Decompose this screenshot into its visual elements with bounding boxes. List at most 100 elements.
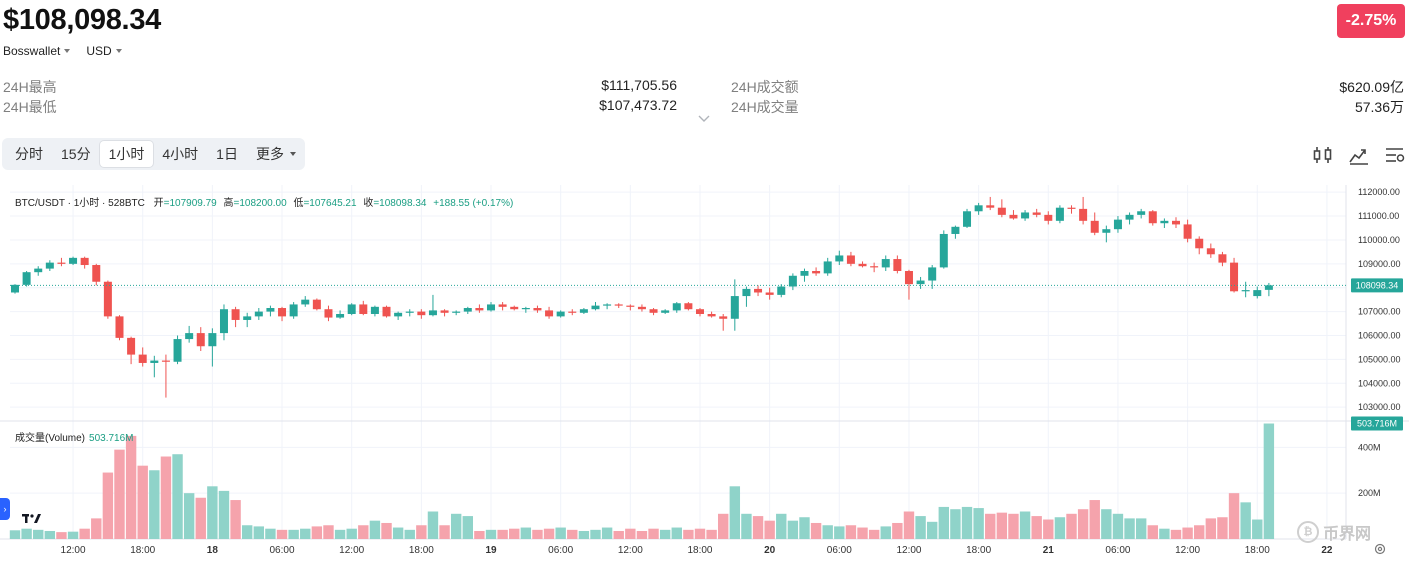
candle-body (928, 267, 937, 281)
candle (684, 302, 693, 311)
candle-body (1206, 248, 1215, 255)
volume-bar (265, 528, 276, 539)
candle-body (22, 272, 31, 285)
volume-bar (1089, 500, 1100, 539)
candle (254, 308, 263, 320)
volume-legend-value: 503.716M (89, 433, 134, 444)
candle (69, 256, 78, 266)
volume-bar (183, 493, 195, 539)
candle (649, 308, 658, 316)
volume-bar (450, 513, 462, 539)
candle-body (243, 316, 252, 320)
candle (591, 302, 600, 311)
compare-chart-icon[interactable] (1349, 145, 1369, 165)
candle (672, 302, 681, 313)
candle-body (359, 304, 368, 314)
candle (939, 230, 948, 269)
legend-change: +188.55 (+0.17%) (433, 198, 514, 209)
volume-bar (706, 529, 717, 539)
candle (359, 300, 368, 316)
candle-body (324, 309, 333, 318)
volume-bar (1228, 493, 1240, 539)
candle-body (1195, 238, 1204, 249)
candle-body (1102, 229, 1111, 233)
candle-body (266, 308, 275, 312)
volume-bar (520, 527, 532, 539)
candle (1148, 210, 1157, 226)
expand-panel-handle[interactable]: › (0, 498, 10, 520)
tab-timeframe-1d[interactable]: 1日 (216, 146, 238, 162)
candle (219, 304, 228, 341)
candle-body (347, 304, 356, 314)
high-value: $111,705.56 (601, 77, 677, 93)
candlestick-chart[interactable]: 112000.00 111000.00 110000.00 109000.00 1080… (0, 185, 1409, 562)
time-tick-label: 18:00 (409, 545, 434, 556)
time-tick-label: 18 (207, 545, 219, 556)
volume-bar (718, 513, 729, 539)
tradingview-logo-icon[interactable] (22, 512, 42, 524)
tab-timeframe-15m[interactable]: 15分 (61, 146, 91, 162)
chart-settings-icon[interactable] (1374, 543, 1386, 555)
candle-body (556, 311, 565, 317)
candle (394, 311, 403, 320)
candle (510, 305, 519, 311)
tab-timeframe-line[interactable]: 分时 (15, 146, 43, 162)
candle (846, 251, 855, 267)
volume-bar (776, 513, 787, 539)
indicator-icon[interactable] (1313, 145, 1333, 165)
more-timeframes-button[interactable]: 更多 (247, 141, 305, 167)
candle-body (1125, 214, 1134, 220)
candle (835, 250, 844, 266)
candle (312, 298, 321, 311)
candle (614, 303, 623, 309)
volume-bar (1112, 513, 1124, 539)
candle (138, 347, 147, 367)
candle (812, 267, 821, 276)
volume-value: 57.36万 (1354, 99, 1404, 115)
candle (1253, 286, 1262, 299)
candle (440, 309, 449, 317)
current-price: $108,098.34 (3, 4, 161, 36)
price-tick-label: 103000.00 (1358, 402, 1401, 412)
time-tick-label: 18:00 (1245, 545, 1270, 556)
candle-body (115, 316, 124, 338)
candle (986, 196, 995, 211)
settings-list-icon[interactable] (1385, 145, 1405, 165)
chevron-down-icon[interactable] (698, 114, 710, 124)
tab-timeframe-1h[interactable]: 1小时 (99, 141, 154, 167)
candle (1137, 208, 1146, 219)
candle-body (777, 286, 786, 295)
volume-bar (485, 529, 497, 539)
currency-selector[interactable]: USD (86, 44, 122, 58)
wallet-selector[interactable]: Bosswallet (3, 44, 71, 58)
candle (858, 261, 867, 268)
candle (730, 279, 739, 331)
candle-body (196, 333, 205, 347)
candle (1172, 217, 1180, 228)
candle (928, 265, 937, 289)
time-tick-label: 18:00 (130, 545, 155, 556)
candle-body (579, 309, 588, 313)
candle (1032, 208, 1041, 218)
tab-timeframe-4h[interactable]: 4小时 (162, 146, 199, 162)
candle (1241, 281, 1250, 298)
candle-body (881, 259, 890, 268)
time-tick-label: 06:00 (1105, 545, 1130, 556)
volume-bar (67, 531, 79, 539)
candle-body (1067, 207, 1076, 209)
candle-body (672, 303, 681, 311)
candle-body (45, 262, 54, 269)
candle-body (1218, 254, 1227, 263)
candle (103, 280, 112, 319)
volume-bar (1043, 519, 1054, 539)
volume-bar (880, 526, 891, 539)
volume-bar (996, 512, 1008, 539)
price-chart[interactable]: 112000.00 111000.00 110000.00 109000.00 1080… (0, 185, 1409, 562)
candle-body (150, 360, 159, 363)
volume-bar (160, 456, 172, 539)
candle-body (34, 268, 43, 273)
volume-bar (369, 520, 381, 539)
volume-bar (44, 530, 56, 539)
candle-body (800, 270, 809, 276)
volume-bar (741, 513, 752, 539)
